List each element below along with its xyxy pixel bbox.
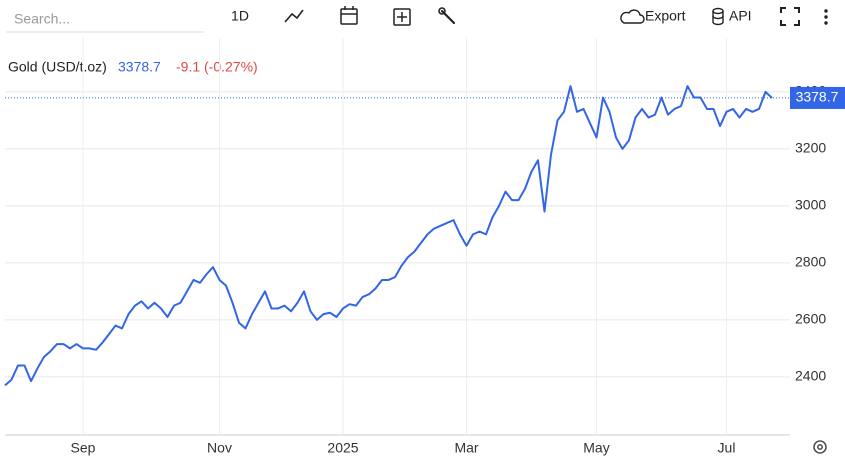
fullscreen-icon[interactable] (780, 7, 800, 26)
search-box[interactable]: Search... (14, 11, 70, 27)
y-tick-label: 3200 (795, 140, 826, 156)
last-price: 3378.7 (118, 59, 161, 75)
interval-button[interactable]: 1D (231, 8, 249, 24)
x-tick-label: 2025 (327, 440, 358, 456)
x-tick-label: Jul (718, 440, 736, 456)
series-name: Gold (USD/t.oz) (8, 59, 107, 75)
x-tick-label: May (583, 440, 609, 456)
y-tick-label: 2800 (795, 254, 826, 270)
x-tick-label: Mar (454, 440, 478, 456)
y-tick-label: 2600 (795, 311, 826, 327)
export-icon[interactable] (620, 9, 645, 24)
menu-icon[interactable] (824, 9, 828, 25)
price-line (4, 85, 773, 387)
add-indicator-icon[interactable] (393, 8, 411, 26)
last-price-label: 3378.7 (796, 89, 839, 105)
x-tick-label: Nov (207, 440, 232, 456)
tools-icon[interactable] (438, 7, 456, 25)
settings-icon[interactable] (813, 440, 827, 454)
calendar-icon[interactable] (340, 6, 358, 25)
api-button[interactable]: API (729, 8, 752, 24)
y-tick-label: 2400 (795, 368, 826, 384)
toolbar: Search... 1D Export API (6, 6, 828, 33)
x-tick-label: Sep (71, 440, 96, 456)
export-button[interactable]: Export (645, 8, 686, 24)
chart-type-icon[interactable] (284, 9, 304, 23)
last-price-badge (790, 86, 845, 109)
y-tick-label: 3000 (795, 197, 826, 213)
price-change: -9.1 (-0.27%) (176, 59, 258, 75)
plot-area: 240026002800300032003400SepNov2025MarMay… (4, 38, 845, 456)
api-icon[interactable] (712, 7, 724, 26)
